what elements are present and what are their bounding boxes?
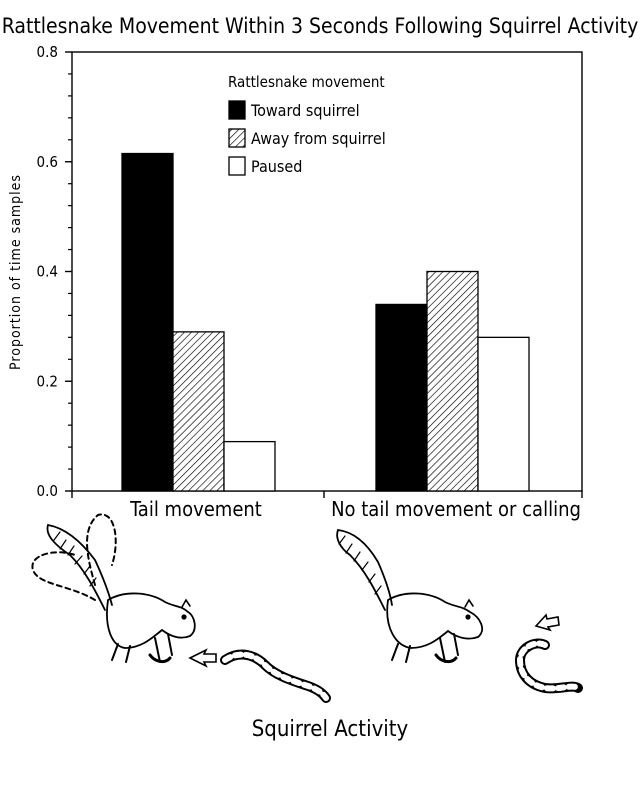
legend-swatch: [228, 156, 246, 176]
bar-away-from-squirrel: [172, 331, 225, 492]
squirrel-still-illustration: [336, 529, 583, 694]
bars: [121, 152, 530, 492]
x-category-label: No tail movement or calling: [331, 497, 581, 521]
legend: Rattlesnake movement Toward squirrel Away…: [228, 73, 386, 176]
bar-away-from-squirrel: [426, 270, 479, 492]
legend-swatch: [228, 100, 246, 120]
bar-toward-squirrel: [121, 152, 174, 492]
legend-title: Rattlesnake movement: [228, 73, 385, 91]
bar-paused: [477, 336, 530, 492]
y-tick-label: 0.2: [37, 372, 58, 390]
legend-label: Away from squirrel: [251, 129, 386, 148]
y-tick-label: 0.8: [37, 43, 58, 61]
x-category-label: Tail movement: [129, 497, 262, 521]
y-tick-label: 0.6: [37, 153, 58, 171]
x-axis-title: Squirrel Activity: [252, 717, 409, 742]
x-category-labels: Tail movement No tail movement or calling: [129, 497, 581, 521]
squirrel-tail-flagging-illustration: [31, 513, 331, 703]
bar-paused: [223, 440, 276, 492]
y-axis-label: Proportion of time samples: [8, 174, 24, 370]
legend-swatch: [228, 128, 246, 148]
y-axis: 0.0 0.2 0.4 0.6 0.8: [37, 43, 583, 500]
legend-label: Toward squirrel: [250, 101, 360, 120]
chart-title: Rattlesnake Movement Within 3 Seconds Fo…: [2, 14, 639, 38]
y-tick-label: 0.4: [37, 263, 58, 281]
legend-label: Paused: [251, 157, 302, 176]
y-tick-label: 0.0: [37, 482, 58, 500]
bar-toward-squirrel: [375, 303, 428, 492]
